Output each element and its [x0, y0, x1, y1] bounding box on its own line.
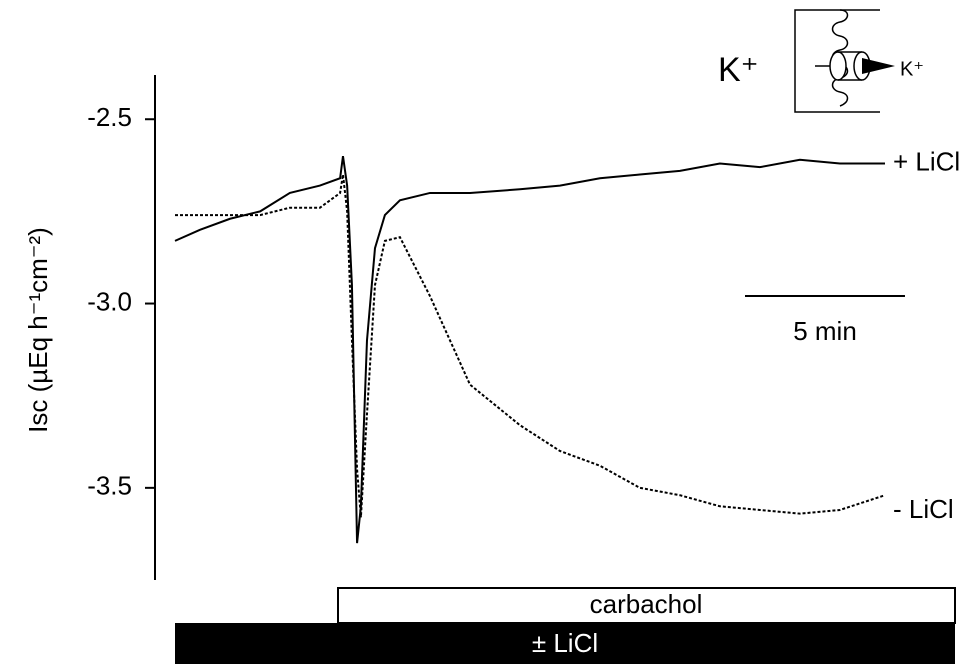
inset-channel-body	[838, 51, 862, 81]
series-line	[174, 155, 885, 544]
inset-box	[794, 9, 880, 113]
licl-bar	[175, 623, 955, 664]
inset-channel-ion: K⁺	[900, 58, 924, 80]
series-line	[175, 174, 886, 518]
y-tick-label: -3.0	[87, 286, 132, 316]
legend-label: + LiCl	[893, 146, 960, 176]
inset-ion: K⁺	[718, 51, 759, 89]
licl-label: ± LiCl	[532, 628, 598, 658]
scale-bar-label: 5 min	[793, 316, 857, 346]
y-axis-label: Isc (µEq h⁻¹cm⁻²)	[23, 227, 53, 433]
inset-arrow	[862, 58, 895, 74]
y-tick-label: -2.5	[87, 102, 132, 132]
legend-label: - LiCl	[893, 494, 954, 524]
inset-channel	[829, 51, 847, 81]
carbachol-label: carbachol	[590, 589, 703, 619]
inset: K⁺ K⁺	[718, 9, 924, 113]
y-tick-label: -3.5	[87, 471, 132, 501]
